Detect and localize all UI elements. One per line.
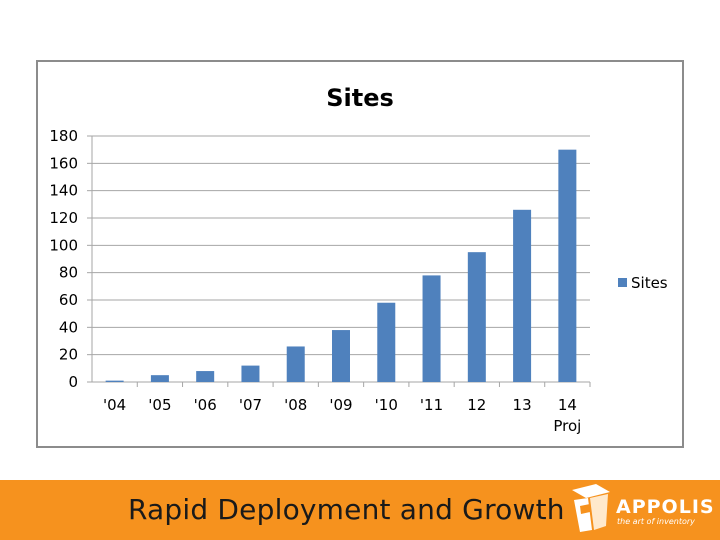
y-tick-label: 140: [49, 182, 78, 200]
y-tick-label: 40: [59, 318, 78, 336]
bar: [558, 149, 577, 382]
y-tick-label: 80: [59, 264, 78, 282]
x-tick-label: '11: [420, 396, 443, 414]
y-tick-label: 0: [68, 373, 78, 391]
y-tick-label: 180: [49, 127, 78, 145]
bar: [422, 275, 441, 382]
bar: [513, 209, 532, 382]
x-tick-label: '10: [375, 396, 398, 414]
x-tick-label: '05: [148, 396, 171, 414]
bar: [196, 371, 215, 382]
bar: [377, 302, 396, 382]
y-tick-label: 60: [59, 291, 78, 309]
x-tick-label: 13: [513, 396, 532, 414]
bar: [332, 330, 350, 382]
appolis-logo: [572, 484, 610, 532]
bar-chart: Sites 0 20 40 60 80 100 120 140 160 180 '04 '05 '06 '0…: [49, 84, 668, 435]
y-tick-label: 100: [49, 236, 78, 254]
legend-label: Sites: [631, 274, 668, 292]
x-tick-label: Proj: [553, 417, 581, 435]
bar: [286, 346, 305, 382]
logo-name: APPOLIS: [616, 496, 715, 518]
logo-mark-icon: [572, 484, 610, 532]
y-tick-label: 20: [59, 346, 78, 364]
x-tick-label: '08: [284, 396, 307, 414]
x-tick-label: '06: [194, 396, 217, 414]
x-tick-label: '04: [103, 396, 126, 414]
y-tick-label: 160: [49, 154, 78, 172]
y-tick-label: 120: [49, 209, 78, 227]
chart-title: Sites: [326, 84, 394, 112]
x-tick-label: 14: [558, 396, 577, 414]
bar: [105, 380, 124, 382]
logo-tagline: the art of inventory: [617, 517, 695, 526]
bar: [150, 375, 169, 382]
slide-title: Rapid Deployment and Growth: [128, 493, 565, 526]
x-tick-label: '09: [329, 396, 352, 414]
bar: [467, 252, 486, 382]
bar: [241, 365, 260, 382]
x-tick-label: '07: [239, 396, 262, 414]
chart-frame: Sites 0 20 40 60 80 100 120 140 160 180 '04 '05 '06 '0…: [36, 60, 684, 448]
legend-swatch: [618, 278, 627, 287]
x-tick-label: 12: [467, 396, 486, 414]
